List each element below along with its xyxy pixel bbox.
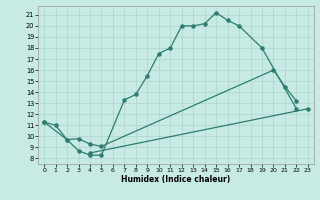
X-axis label: Humidex (Indice chaleur): Humidex (Indice chaleur): [121, 175, 231, 184]
